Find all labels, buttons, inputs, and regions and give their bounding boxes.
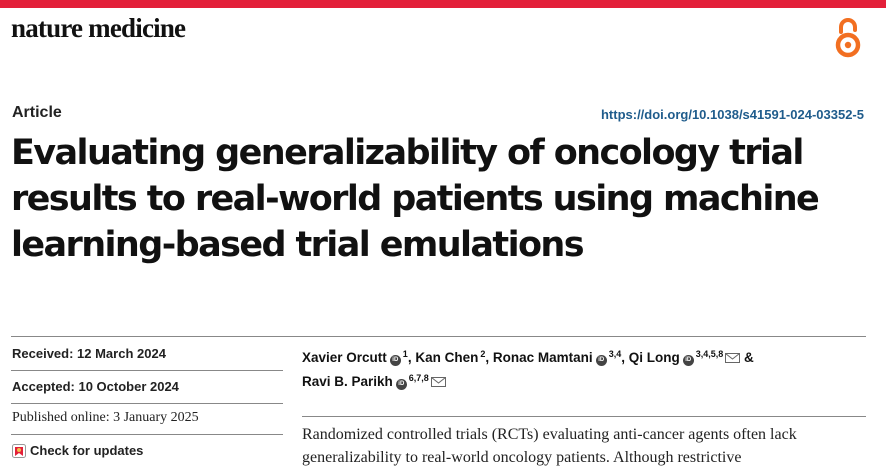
orcid-icon[interactable]: iD (682, 355, 694, 366)
divider-received (11, 370, 283, 371)
mail-icon[interactable] (725, 353, 741, 363)
divider-top (11, 336, 866, 337)
author-list: Xavier Orcutt iD1, Kan Chen 2, Ronac Mamta… (302, 349, 754, 390)
accepted-date: Accepted: 10 October 2024 (12, 379, 179, 394)
abstract-text: Randomized controlled trials (RCTs) eval… (302, 426, 797, 466)
author[interactable]: Kan Chen 2 (415, 349, 486, 365)
author[interactable]: Ravi B. Parikh iD6,7,8 (302, 373, 446, 390)
article-title: Evaluating generalizability of oncology … (11, 133, 820, 265)
open-access-icon[interactable] (833, 17, 863, 59)
author[interactable]: Qi Long iD3,4,5,8 (629, 349, 741, 366)
author[interactable]: Ronac Mamtani iD3,4 (492, 349, 622, 366)
crossmark-icon (12, 443, 26, 458)
top-accent-bar (0, 0, 886, 8)
orcid-icon[interactable]: iD (389, 355, 401, 366)
mail-icon[interactable] (430, 377, 446, 387)
divider-published (11, 434, 283, 435)
orcid-icon[interactable]: iD (595, 355, 607, 366)
article-type: Article (12, 104, 62, 121)
divider-accepted (11, 403, 283, 404)
received-date: Received: 12 March 2024 (12, 346, 166, 361)
check-for-updates-button[interactable]: Check for updates (12, 443, 143, 458)
orcid-icon[interactable]: iD (395, 379, 407, 390)
journal-logo[interactable]: nature medicine (11, 13, 186, 43)
check-for-updates-label: Check for updates (30, 443, 144, 458)
published-date: Published online: 3 January 2025 (12, 410, 199, 425)
divider-abstract (302, 416, 866, 417)
doi-link[interactable]: https://doi.org/10.1038/s41591-024-03352… (600, 107, 864, 122)
author[interactable]: Xavier Orcutt iD1 (302, 349, 408, 366)
